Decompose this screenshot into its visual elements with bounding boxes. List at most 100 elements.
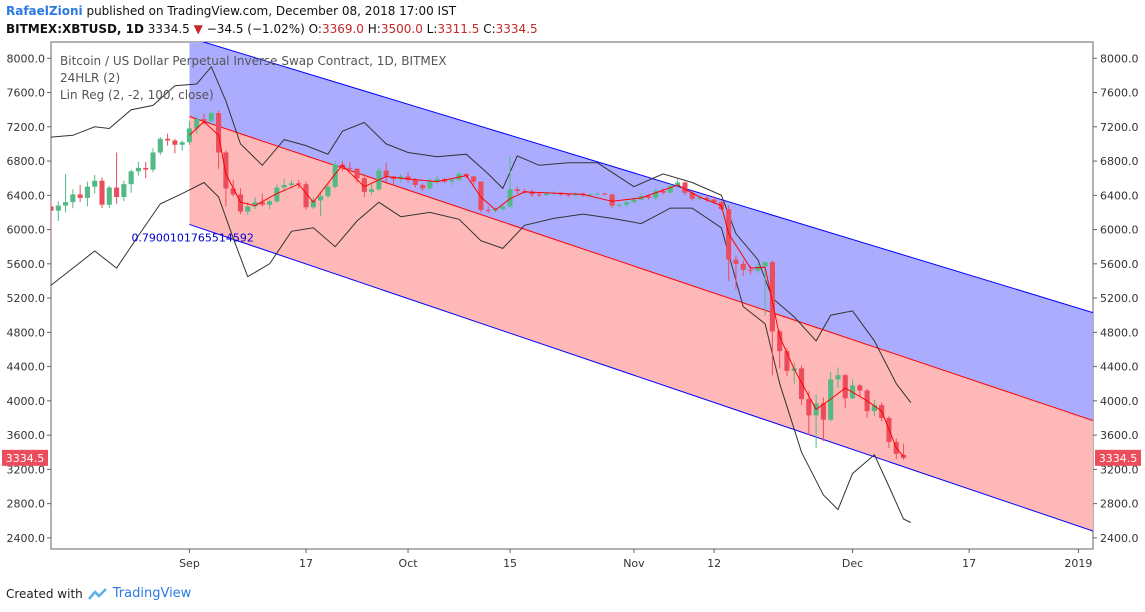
x-tick-label: Oct [399,557,419,570]
candle-body [565,194,571,196]
x-tick-label: 12 [707,557,721,570]
candle-body [135,167,141,172]
footer: Created with TradingView [6,586,191,601]
candle-body [653,191,659,198]
candle-body [288,183,295,186]
candle-body [369,189,375,192]
candle-body [63,202,69,206]
down-arrow-icon: ▼ [193,22,203,36]
last-price-tag-right [1095,449,1141,466]
y-tick-label-left: 5600.0 [7,258,46,271]
candle-body [624,202,630,205]
y-tick-label-right: 6000.0 [1100,224,1139,237]
y-tick-label-right: 6800.0 [1100,155,1139,168]
candle-body [143,167,149,170]
candle-body [594,193,601,195]
candle-body [500,206,506,210]
symbol-label: BITMEX:XBTUSD, 1D [6,22,144,36]
candle-body [689,192,695,199]
candle-body [318,196,324,201]
channel-upper-fill [189,42,1093,421]
legend-title: Bitcoin / US Dollar Perpetual Inverse Sw… [60,54,447,68]
candle-body [602,193,608,195]
candle-body [798,368,805,400]
candle-body [762,262,768,267]
candle-body [543,193,550,196]
candle-body [835,375,841,380]
candle-body [784,351,790,371]
price-change: −34.5 (−1.02%) [206,22,305,36]
author-name[interactable]: RafaelZioni [6,4,83,18]
candle-body [405,176,411,180]
open-value: 3369.0 [321,22,364,36]
channel-upper-line [201,42,1093,314]
y-tick-label-right: 2400.0 [1100,532,1139,545]
candle-body [857,385,863,391]
candle-body [449,179,455,182]
correlation-label: 0.7900101765514592 [131,231,253,244]
y-tick-label-right: 4800.0 [1100,326,1139,339]
candle-body [310,200,316,208]
legend-indicator-linreg: Lin Reg (2, -2, 100, close) [60,88,214,102]
candle-body [514,189,520,192]
candle-body [216,113,222,153]
candle-body [172,140,178,145]
candle-body [529,191,535,195]
candle-body [711,199,717,203]
candle-body [267,201,273,205]
candle-body [747,269,754,271]
candle-body [842,375,848,399]
candle-body [434,179,440,181]
y-tick-label-left: 4400.0 [7,361,46,374]
y-tick-label-right: 7200.0 [1100,121,1139,134]
candle-body [51,206,54,211]
candle-body [478,181,484,210]
ohlc-line: BITMEX:XBTUSD, 1D 3334.5 ▼ −34.5 (−1.02%… [6,22,538,36]
y-tick-label-left: 6800.0 [7,155,46,168]
candle-body [354,168,360,179]
y-tick-label-left: 7200.0 [7,121,46,134]
y-tick-label-left: 8000.0 [7,52,46,65]
candle-body [420,185,426,189]
tradingview-brand[interactable]: TradingView [112,586,192,601]
lower-envelope-line [51,181,912,523]
candle-body [201,119,207,121]
candle-body [223,152,229,189]
candle-body [128,171,134,185]
candle-body [194,119,200,129]
y-tick-label-left: 4000.0 [7,395,46,408]
candle-body [471,176,477,182]
candle-body [114,187,120,198]
y-tick-label-right: 7600.0 [1100,87,1139,100]
y-tick-label-left: 6000.0 [7,224,46,237]
candle-body [252,202,258,207]
y-tick-label-right: 4400.0 [1100,361,1139,374]
candle-body [347,167,353,169]
y-tick-label-left: 5200.0 [7,292,46,305]
candle-body [755,266,761,271]
candle-body [77,194,83,198]
candle-body [485,209,491,211]
candle-body [150,152,156,170]
candle-body [339,164,346,168]
close-value: 3334.5 [495,22,538,36]
candle-body [769,262,775,332]
y-tick-label-right: 8000.0 [1100,52,1139,65]
candle-body [704,197,710,200]
candle-body [777,331,783,352]
candle-body [806,399,812,416]
last-price: 3334.5 [147,22,190,36]
plot-area: 0.7900101765514592 [51,42,1093,532]
candle-body [631,199,637,203]
published-text: published on TradingView.com, December 0… [86,4,457,18]
open-label: O: [308,22,322,36]
candle-body [682,182,688,193]
candle-body [536,194,542,196]
y-tick-label-right: 3600.0 [1100,429,1139,442]
candle-body [667,185,673,193]
candle-body [70,194,76,203]
candle-body [325,186,331,197]
channel-lower-line [189,223,1093,532]
candle-body [412,179,418,186]
